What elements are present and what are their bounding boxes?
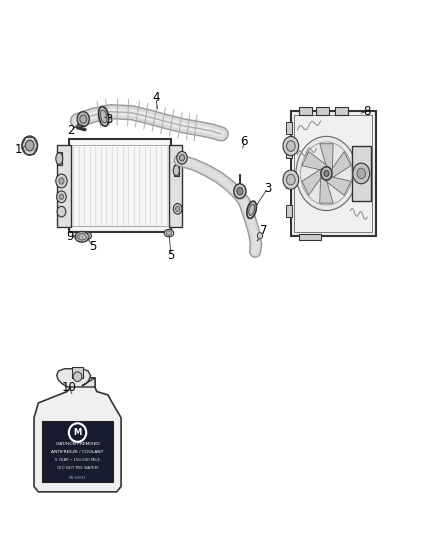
Bar bbox=[291, 111, 376, 236]
Circle shape bbox=[237, 188, 243, 195]
Polygon shape bbox=[302, 151, 327, 170]
Bar bbox=[316, 108, 329, 115]
Ellipse shape bbox=[99, 107, 109, 126]
Polygon shape bbox=[320, 144, 333, 170]
Circle shape bbox=[59, 178, 64, 184]
Text: 6: 6 bbox=[240, 135, 248, 148]
Text: 5 YEAR • 150,000 MILE: 5 YEAR • 150,000 MILE bbox=[55, 458, 100, 462]
Bar bbox=[57, 144, 71, 227]
Ellipse shape bbox=[80, 115, 87, 123]
Circle shape bbox=[176, 206, 180, 212]
Polygon shape bbox=[326, 177, 351, 196]
Circle shape bbox=[234, 184, 246, 199]
Polygon shape bbox=[320, 177, 333, 203]
Circle shape bbox=[283, 136, 299, 156]
Polygon shape bbox=[302, 169, 321, 196]
Circle shape bbox=[357, 168, 365, 179]
Circle shape bbox=[180, 155, 185, 161]
Text: 3: 3 bbox=[106, 112, 113, 126]
Bar bbox=[294, 115, 372, 231]
Ellipse shape bbox=[73, 372, 82, 382]
Circle shape bbox=[283, 170, 299, 189]
Ellipse shape bbox=[173, 165, 180, 176]
Ellipse shape bbox=[247, 201, 257, 219]
Ellipse shape bbox=[166, 231, 172, 235]
Bar bbox=[286, 122, 292, 134]
Ellipse shape bbox=[81, 232, 92, 240]
Ellipse shape bbox=[56, 153, 63, 165]
Bar bbox=[335, 108, 348, 115]
Circle shape bbox=[57, 191, 66, 203]
Polygon shape bbox=[57, 369, 95, 387]
Bar bbox=[286, 205, 292, 217]
Circle shape bbox=[286, 174, 295, 185]
Circle shape bbox=[22, 136, 38, 155]
Bar bbox=[299, 108, 312, 115]
Text: 2: 2 bbox=[67, 124, 75, 138]
Ellipse shape bbox=[164, 229, 174, 237]
Text: 4: 4 bbox=[152, 91, 159, 104]
Bar bbox=[169, 144, 182, 227]
Circle shape bbox=[173, 204, 182, 214]
Text: 9: 9 bbox=[67, 230, 74, 243]
Circle shape bbox=[25, 140, 34, 151]
Circle shape bbox=[353, 163, 370, 184]
Text: OAT/HON PREMIXED: OAT/HON PREMIXED bbox=[56, 442, 99, 446]
Bar bbox=[69, 139, 171, 232]
Circle shape bbox=[56, 174, 67, 188]
Ellipse shape bbox=[249, 204, 254, 215]
Text: (DO NOT MIX WATER): (DO NOT MIX WATER) bbox=[57, 466, 99, 470]
Bar bbox=[286, 177, 292, 188]
Ellipse shape bbox=[100, 110, 107, 123]
Ellipse shape bbox=[77, 112, 89, 126]
Circle shape bbox=[59, 194, 64, 199]
Circle shape bbox=[321, 167, 332, 180]
Text: 10: 10 bbox=[61, 381, 76, 394]
Circle shape bbox=[286, 141, 295, 151]
Text: 3: 3 bbox=[264, 182, 272, 195]
Bar bbox=[57, 152, 62, 165]
Text: ANTIFREEZE / COOLANT: ANTIFREEZE / COOLANT bbox=[51, 450, 104, 454]
Bar bbox=[286, 147, 292, 158]
Polygon shape bbox=[34, 378, 121, 492]
Circle shape bbox=[257, 232, 262, 239]
Text: 5: 5 bbox=[167, 249, 175, 262]
Text: 5: 5 bbox=[89, 240, 96, 253]
Bar bbox=[72, 367, 83, 378]
Text: 1: 1 bbox=[15, 143, 22, 156]
Ellipse shape bbox=[78, 233, 86, 240]
Bar bbox=[174, 165, 179, 176]
Text: MS.90032: MS.90032 bbox=[69, 476, 86, 480]
Bar bbox=[352, 146, 371, 201]
Circle shape bbox=[177, 151, 187, 164]
Text: 7: 7 bbox=[260, 224, 267, 237]
Text: M: M bbox=[74, 428, 81, 437]
Polygon shape bbox=[332, 151, 351, 178]
Polygon shape bbox=[42, 421, 113, 482]
Circle shape bbox=[324, 171, 329, 176]
Bar bbox=[299, 233, 321, 240]
Circle shape bbox=[57, 206, 66, 217]
Circle shape bbox=[296, 136, 357, 211]
Text: 8: 8 bbox=[363, 105, 371, 118]
Ellipse shape bbox=[75, 231, 89, 242]
